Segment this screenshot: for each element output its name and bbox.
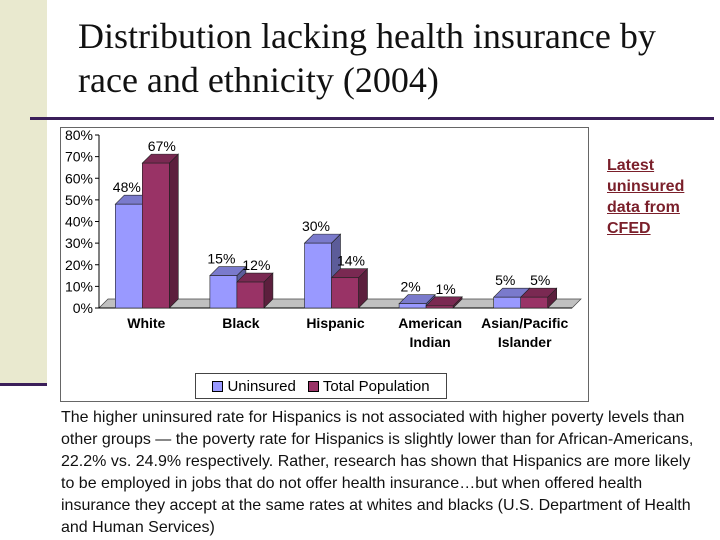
y-tick-label: 80% [65, 128, 93, 143]
y-tick-label: 40% [65, 214, 93, 230]
data-label-uninsured-white: 48% [113, 179, 141, 195]
y-tick-label: 50% [65, 192, 93, 208]
title-rule [30, 117, 714, 120]
y-tick-label: 0% [73, 300, 93, 316]
legend-label-total-population: Total Population [322, 377, 430, 395]
bar-total-population-black [236, 281, 265, 309]
x-tick-label-hispanic: Hispanic [306, 315, 365, 331]
y-tick-label: 70% [65, 149, 93, 165]
bar-total-population-hispanic [331, 277, 359, 309]
data-label-total-population-american-indian: 1% [435, 281, 455, 297]
bar-total-population-asian-pacific-islander [520, 296, 549, 309]
y-tick-label: 10% [65, 278, 93, 294]
chart-legend: Uninsured Total Population [195, 373, 447, 399]
legend-swatch-uninsured [212, 380, 224, 392]
y-tick-label: 60% [65, 170, 93, 186]
bar-uninsured-white [114, 203, 143, 309]
data-label-uninsured-hispanic: 30% [302, 218, 330, 234]
slide-title: Distribution lacking health insurance by… [78, 16, 656, 100]
bar-uninsured-american-indian [398, 303, 427, 309]
data-label-uninsured-asian-pacific-islander: 5% [495, 272, 515, 288]
bar-side-total-population-white [169, 153, 179, 309]
legend-item-uninsured: Uninsured [212, 377, 296, 395]
x-tick-label-black: Black [222, 315, 260, 331]
legend-item-total-population: Total Population [307, 377, 430, 395]
explanation-text: The higher uninsured rate for Hispanics … [61, 409, 694, 536]
left-accent-rule [0, 383, 47, 386]
legend-label-uninsured: Uninsured [227, 377, 296, 395]
legend-swatch-total-population [307, 380, 319, 392]
bar-uninsured-asian-pacific-islander [493, 296, 522, 309]
data-label-total-population-hispanic: 14% [337, 253, 365, 269]
data-label-uninsured-black: 15% [207, 251, 235, 267]
bar-uninsured-black [209, 275, 238, 309]
x-tick-label-white: White [127, 315, 165, 331]
chart-back-wall [99, 128, 581, 308]
data-label-total-population-asian-pacific-islander: 5% [530, 272, 550, 288]
cfed-note: Latest uninsured data from CFED [607, 157, 685, 237]
y-tick-label: 30% [65, 235, 93, 251]
bar-uninsured-hispanic [304, 242, 332, 309]
data-label-total-population-black: 12% [242, 257, 270, 273]
x-tick-label-asian-pacific-islander-line-1: Asian/Pacific [481, 315, 568, 331]
x-tick-label-american-indian-line-2: Indian [409, 334, 450, 350]
bar-total-population-american-indian [425, 305, 454, 309]
bar-total-population-white [142, 162, 170, 309]
chart-area: 0% 10% 20% 30% 40% 50% 60% 70% 80% 48% 67% White 15%… [60, 127, 589, 402]
left-accent-bar [0, 0, 47, 386]
x-tick-label-american-indian-line-1: American [398, 315, 462, 331]
y-tick-label: 20% [65, 257, 93, 273]
bar-chart: 0% 10% 20% 30% 40% 50% 60% 70% 80% 48% 67% White 15%… [65, 128, 582, 350]
data-label-total-population-white: 67% [148, 138, 176, 154]
x-tick-label-asian-pacific-islander-line-2: Islander [498, 334, 552, 350]
data-label-uninsured-american-indian: 2% [400, 279, 420, 295]
